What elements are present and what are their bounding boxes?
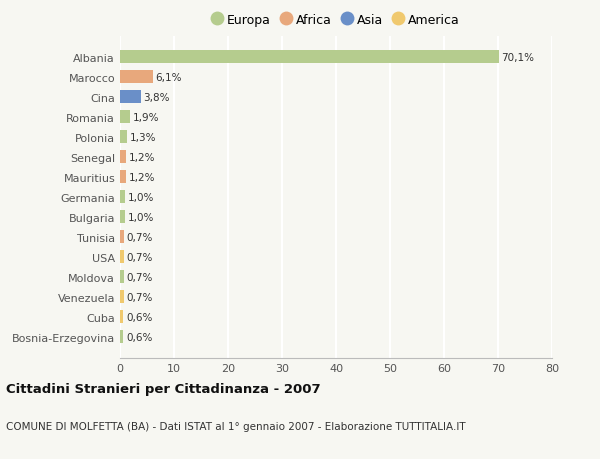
Text: 1,2%: 1,2% (129, 152, 155, 162)
Bar (120, 111, 130, 124)
Bar (120, 131, 127, 144)
Text: 1,3%: 1,3% (130, 133, 156, 143)
Text: 1,9%: 1,9% (133, 112, 160, 123)
Bar (120, 251, 124, 263)
Legend: Europa, Africa, Asia, America: Europa, Africa, Asia, America (212, 14, 460, 27)
Text: 1,2%: 1,2% (129, 173, 155, 182)
Bar (120, 211, 125, 224)
Bar (120, 311, 123, 324)
Bar (120, 191, 125, 204)
Text: 0,7%: 0,7% (127, 252, 153, 262)
Text: 1,0%: 1,0% (128, 192, 154, 202)
Text: 0,6%: 0,6% (126, 312, 152, 322)
Bar (120, 231, 124, 244)
Text: 0,7%: 0,7% (127, 292, 153, 302)
Text: 0,7%: 0,7% (127, 232, 153, 242)
Text: 0,6%: 0,6% (126, 332, 152, 342)
Bar (120, 151, 127, 164)
Bar (120, 91, 140, 104)
Bar (120, 330, 123, 343)
Text: 1,0%: 1,0% (128, 213, 154, 222)
Bar (120, 51, 499, 64)
Text: Cittadini Stranieri per Cittadinanza - 2007: Cittadini Stranieri per Cittadinanza - 2… (6, 382, 320, 396)
Bar (120, 291, 124, 303)
Text: 6,1%: 6,1% (155, 73, 182, 83)
Bar (120, 171, 127, 184)
Bar (120, 271, 124, 284)
Text: 0,7%: 0,7% (127, 272, 153, 282)
Bar (120, 71, 153, 84)
Text: 3,8%: 3,8% (143, 93, 170, 103)
Text: 70,1%: 70,1% (501, 53, 534, 63)
Text: COMUNE DI MOLFETTA (BA) - Dati ISTAT al 1° gennaio 2007 - Elaborazione TUTTITALI: COMUNE DI MOLFETTA (BA) - Dati ISTAT al … (6, 421, 466, 431)
